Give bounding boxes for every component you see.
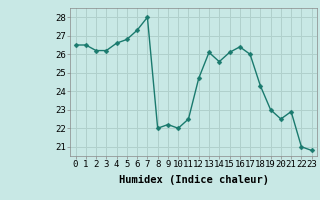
X-axis label: Humidex (Indice chaleur): Humidex (Indice chaleur): [119, 175, 268, 185]
